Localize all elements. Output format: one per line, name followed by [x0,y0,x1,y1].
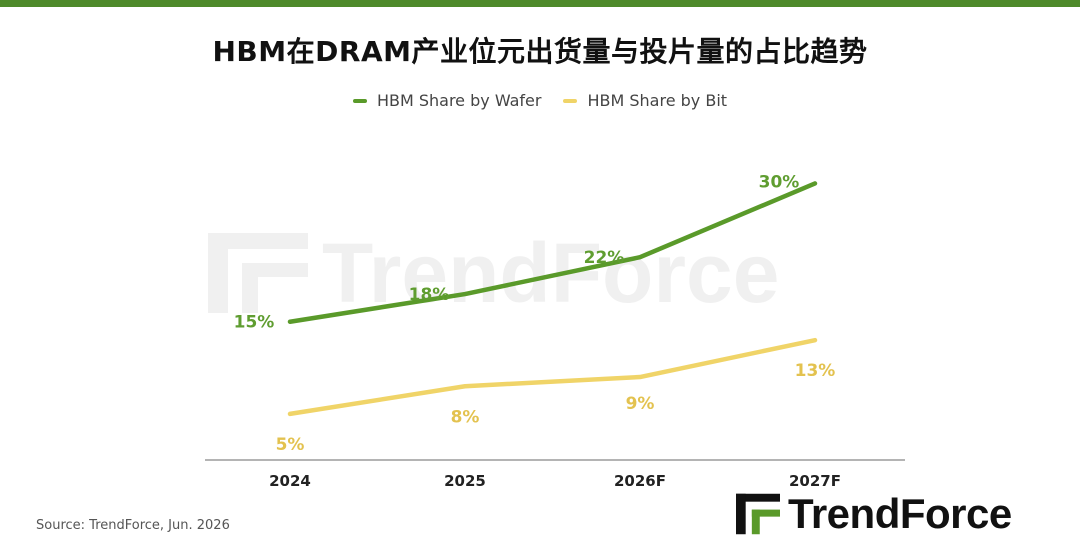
legend-item-bit: HBM Share by Bit [563,91,727,110]
data-label: 13% [795,361,836,381]
data-label: 8% [451,407,480,427]
legend-item-wafer: HBM Share by Wafer [352,91,542,110]
chart-legend: HBM Share by Wafer HBM Share by Bit [0,91,1080,110]
data-label: 18% [409,285,450,305]
x-tick-label: 2026F [614,472,666,490]
source-note: Source: TrendForce, Jun. 2026 [36,518,230,533]
legend-swatch-bit [563,98,578,103]
series-line-1 [287,337,818,417]
series-layer: 15% 18% 22% 30% 5% 8% 9% 13% [234,172,836,454]
data-label: 9% [626,394,655,414]
legend-label-bit: HBM Share by Bit [587,91,728,110]
chart-title: HBM在DRAM产业位元出货量与投片量的占比趋势 [212,35,868,68]
brand-logo: TrendForce [736,490,1012,538]
brand-text: TrendForce [788,490,1012,537]
data-label: 30% [759,172,800,192]
x-tick-label: 2025 [444,472,486,490]
data-label: 5% [276,435,305,455]
x-tick-layer: 2024 2025 2026F 2027F [269,472,841,490]
legend-swatch-wafer [352,98,367,103]
series-line-0 [287,181,818,324]
data-label: 22% [584,248,625,268]
top-accent-bar [0,0,1080,7]
x-tick-label: 2024 [269,472,311,490]
watermark-mark-icon [208,233,308,313]
x-tick-label: 2027F [789,472,841,490]
legend-label-wafer: HBM Share by Wafer [376,91,542,110]
trendforce-mark-icon [736,493,780,535]
data-label: 15% [234,313,275,333]
